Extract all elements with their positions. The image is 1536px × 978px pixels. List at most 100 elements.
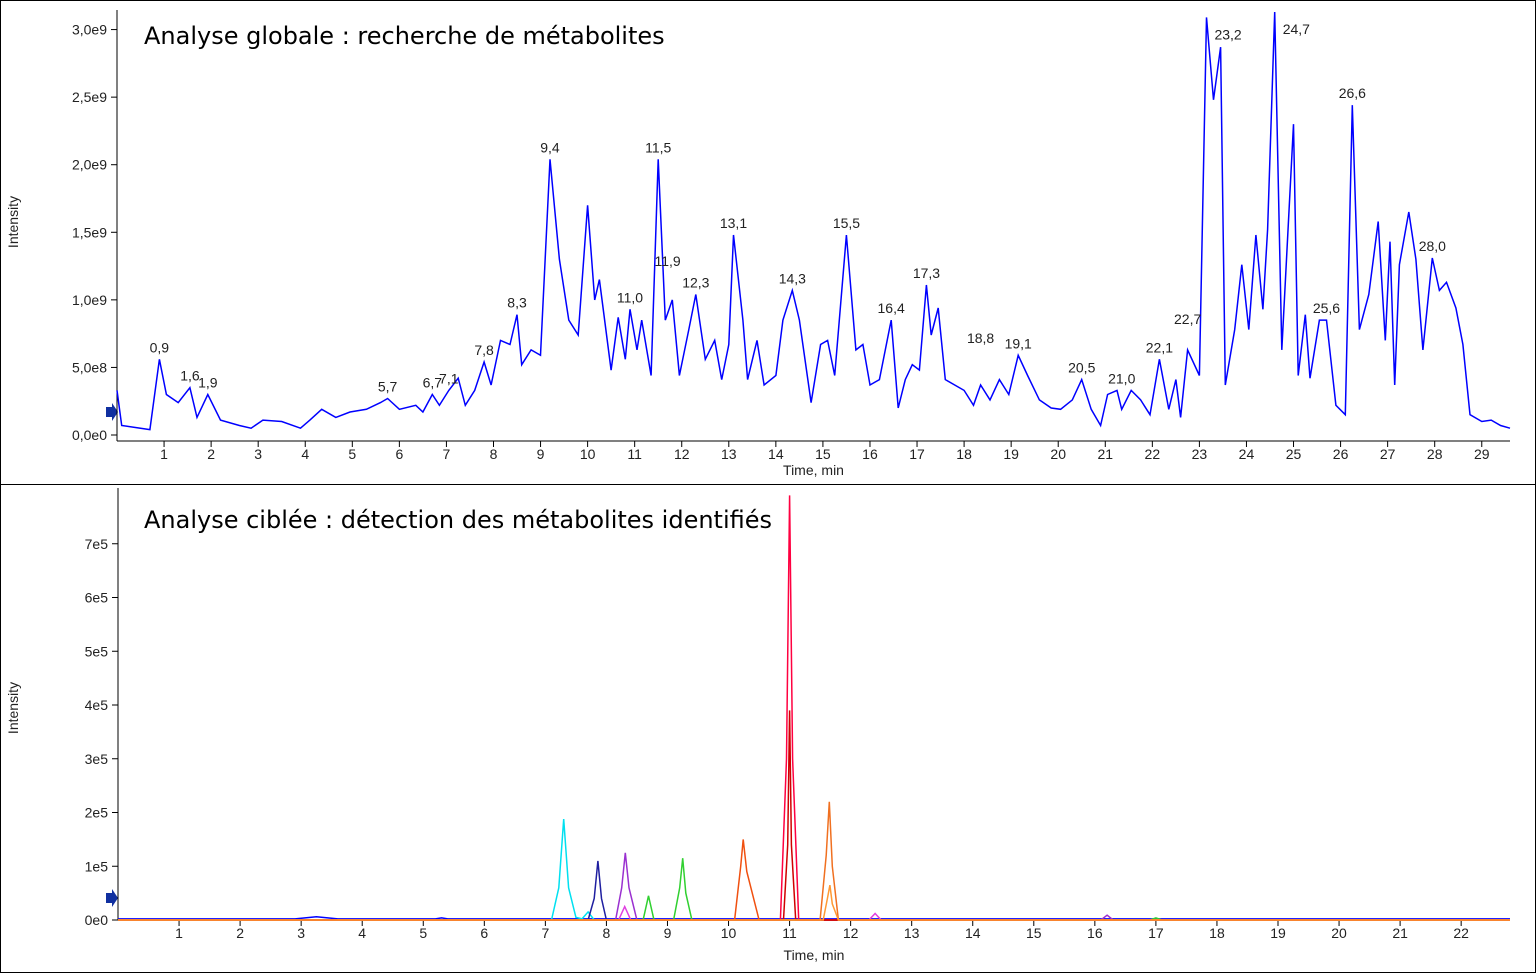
x-tick-label: 26 <box>1333 446 1349 462</box>
peak-label: 0,9 <box>150 339 170 355</box>
x-tick-label: 27 <box>1380 446 1396 462</box>
peak-label: 28,0 <box>1419 238 1446 254</box>
x-tick-label: 12 <box>843 925 859 941</box>
x-tick-label: 28 <box>1427 446 1443 462</box>
x-tick-label: 16 <box>862 446 878 462</box>
peak-label: 16,4 <box>878 300 905 316</box>
peak-label: 9,4 <box>540 139 560 155</box>
x-tick-label: 19 <box>1003 446 1019 462</box>
x-tick-label: 2 <box>207 446 215 462</box>
y-tick-label: 6e5 <box>85 590 109 606</box>
x-tick-label: 4 <box>358 925 366 941</box>
x-tick-label: 10 <box>580 446 596 462</box>
x-tick-label: 15 <box>815 446 831 462</box>
baseline-marker <box>106 889 118 907</box>
series-line <box>118 852 1510 921</box>
peak-label: 8,3 <box>507 295 527 311</box>
peak-label: 7,8 <box>474 342 494 358</box>
x-tick-label: 1 <box>160 446 168 462</box>
peak-label: 1,6 <box>180 368 200 384</box>
x-tick-label: 21 <box>1392 925 1408 941</box>
series-line <box>118 710 1510 921</box>
y-tick-label: 2e5 <box>85 805 109 821</box>
x-tick-label: 22 <box>1145 446 1161 462</box>
y-tick-label: 0e0 <box>85 912 109 928</box>
series-line <box>118 858 1510 921</box>
x-tick-label: 8 <box>490 446 498 462</box>
x-tick-label: 14 <box>965 925 981 941</box>
x-tick-label: 7 <box>443 446 451 462</box>
x-tick-label: 22 <box>1453 925 1469 941</box>
x-tick-label: 14 <box>768 446 784 462</box>
peak-label: 17,3 <box>913 265 940 281</box>
peak-label: 21,0 <box>1108 370 1135 386</box>
x-tick-label: 13 <box>721 446 737 462</box>
series-line <box>118 495 1510 921</box>
peak-label: 22,1 <box>1146 339 1173 355</box>
y-tick-label: 2,5e9 <box>72 89 107 105</box>
panel-border <box>0 484 1536 973</box>
x-tick-label: 29 <box>1474 446 1490 462</box>
chart-title: Analyse globale : recherche de métabolit… <box>144 22 665 50</box>
peak-label: 20,5 <box>1068 360 1095 376</box>
peak-label: 26,6 <box>1339 85 1366 101</box>
x-tick-label: 9 <box>664 925 672 941</box>
x-tick-label: 10 <box>721 925 737 941</box>
x-tick-label: 18 <box>956 446 972 462</box>
series-line <box>118 818 1510 921</box>
x-tick-label: 11 <box>782 925 797 941</box>
x-tick-label: 3 <box>254 446 262 462</box>
series-line <box>116 11 1511 431</box>
y-tick-label: 0,0e0 <box>72 427 107 443</box>
x-tick-label: 7 <box>541 925 549 941</box>
peak-label: 25,6 <box>1313 300 1340 316</box>
peak-label: 6,7 <box>423 374 443 390</box>
y-tick-label: 5,0e8 <box>72 359 107 375</box>
series-line <box>118 839 1510 921</box>
x-tick-label: 5 <box>348 446 356 462</box>
series-line <box>118 884 1510 921</box>
y-axis-label: Intensity <box>5 682 21 734</box>
series-line <box>118 860 1510 921</box>
peak-label: 11,0 <box>617 289 643 305</box>
baseline-marker <box>106 403 118 421</box>
peak-label: 11,5 <box>645 139 671 155</box>
peak-label: 12,3 <box>682 274 709 290</box>
peak-label: 23,2 <box>1214 26 1241 42</box>
peak-label: 5,7 <box>378 379 398 395</box>
x-tick-label: 19 <box>1270 925 1286 941</box>
x-tick-label: 4 <box>301 446 309 462</box>
peak-label: 14,3 <box>779 270 806 286</box>
peak-label: 19,1 <box>1005 335 1032 351</box>
x-tick-label: 3 <box>297 925 305 941</box>
x-tick-label: 20 <box>1331 925 1347 941</box>
x-tick-label: 11 <box>627 446 642 462</box>
x-tick-label: 15 <box>1026 925 1042 941</box>
y-tick-label: 3,0e9 <box>72 22 107 38</box>
y-tick-label: 3e5 <box>85 751 109 767</box>
x-tick-label: 13 <box>904 925 920 941</box>
panel-border <box>0 0 1536 485</box>
x-tick-label: 17 <box>1148 925 1164 941</box>
x-tick-label: 18 <box>1209 925 1225 941</box>
peak-label: 22,7 <box>1174 311 1201 327</box>
peak-label: 11,9 <box>655 253 681 269</box>
peak-label: 7,1 <box>439 370 459 386</box>
x-tick-label: 8 <box>603 925 611 941</box>
y-tick-label: 1e5 <box>85 858 109 874</box>
peak-label: 24,7 <box>1283 21 1310 37</box>
y-tick-label: 1,5e9 <box>72 224 107 240</box>
y-tick-label: 7e5 <box>85 536 109 552</box>
peak-label: 1,9 <box>198 374 218 390</box>
x-tick-label: 21 <box>1097 446 1113 462</box>
x-tick-label: 25 <box>1286 446 1302 462</box>
x-tick-label: 6 <box>395 446 403 462</box>
x-tick-label: 17 <box>909 446 925 462</box>
x-tick-label: 2 <box>236 925 244 941</box>
series-line <box>118 801 1510 921</box>
x-tick-label: 6 <box>480 925 488 941</box>
y-tick-label: 2,0e9 <box>72 157 107 173</box>
x-tick-label: 23 <box>1192 446 1208 462</box>
peak-label: 15,5 <box>833 215 860 231</box>
